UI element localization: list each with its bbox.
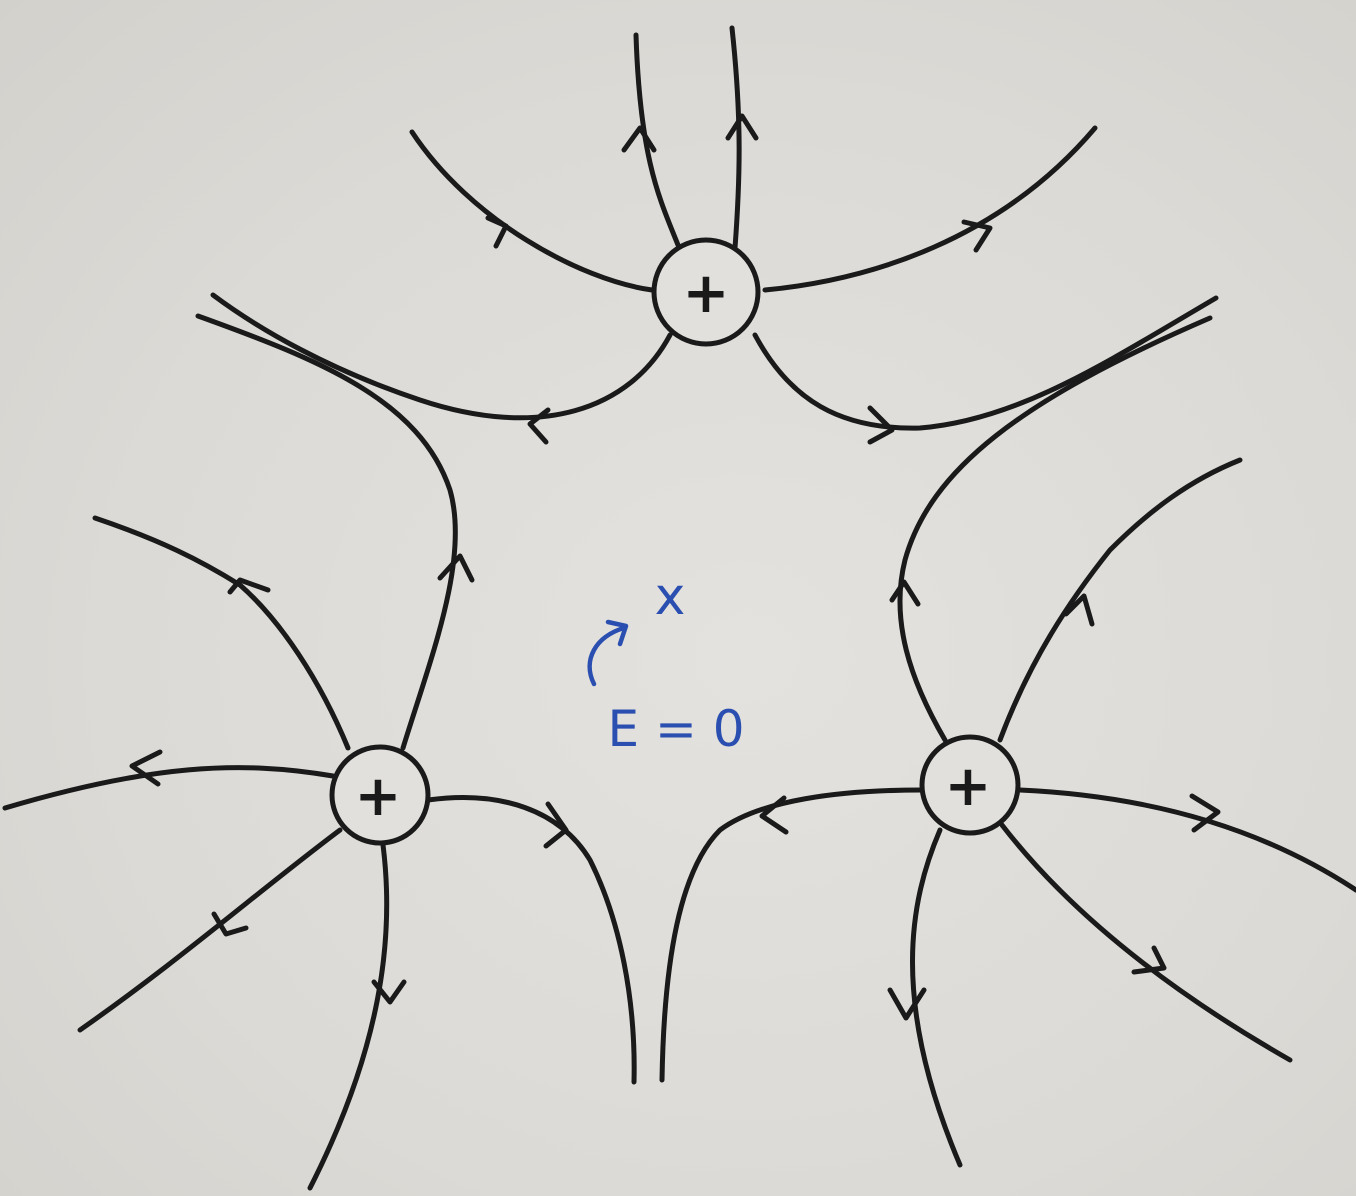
field-arrow xyxy=(621,125,657,153)
center-annotation: x E = 0 xyxy=(587,567,745,758)
field-line xyxy=(92,515,351,751)
field-arrow xyxy=(867,405,895,445)
charge-left: + xyxy=(329,744,431,846)
field-line xyxy=(195,313,458,751)
field-arrow xyxy=(227,577,271,595)
charge-sign-top: + xyxy=(683,261,730,326)
field-line xyxy=(633,32,681,248)
field-arrow xyxy=(485,215,509,249)
field-arrow xyxy=(1131,945,1167,975)
field-line xyxy=(897,315,1213,743)
charge-top: + xyxy=(651,237,761,347)
right-charge-field-lines xyxy=(659,315,1356,1168)
field-arrow xyxy=(725,113,759,141)
charge-right: + xyxy=(919,734,1021,836)
field-line xyxy=(425,795,637,1085)
field-arrow xyxy=(759,795,789,835)
center-point-mark: x xyxy=(655,567,686,627)
left-charge-field-lines xyxy=(2,313,637,1191)
field-arrow xyxy=(887,987,927,1021)
field-line xyxy=(409,129,655,293)
charge-sign-left: + xyxy=(355,764,402,829)
field-line xyxy=(729,25,742,251)
field-line xyxy=(999,822,1293,1063)
field-line xyxy=(997,457,1243,743)
field-arrow xyxy=(961,219,993,253)
charge-circle-left xyxy=(329,744,431,846)
field-line xyxy=(762,125,1098,293)
field-line xyxy=(307,842,390,1191)
charge-circle-right xyxy=(919,734,1021,836)
field-arrow xyxy=(371,979,407,1005)
charge-circle-top xyxy=(651,237,761,347)
field-arrow xyxy=(1063,593,1095,627)
field-arrow xyxy=(543,801,569,849)
field-line xyxy=(1017,787,1356,893)
field-line xyxy=(77,827,343,1033)
field-line xyxy=(910,827,963,1168)
field-line xyxy=(2,765,336,811)
field-line xyxy=(752,295,1219,431)
field-arrow xyxy=(889,579,921,607)
charge-sign-right: + xyxy=(945,754,992,819)
field-arrow xyxy=(437,553,475,583)
pointer-arrow-icon xyxy=(587,625,627,687)
field-zero-label: E = 0 xyxy=(607,700,744,758)
field-line xyxy=(659,787,925,1083)
pointer-arrowhead-icon xyxy=(605,619,629,647)
field-line xyxy=(210,292,673,421)
field-arrow xyxy=(527,407,551,445)
field-arrow xyxy=(1189,793,1221,833)
field-arrow xyxy=(211,911,249,937)
top-charge-field-lines xyxy=(210,25,1219,445)
field-arrow xyxy=(129,749,163,787)
